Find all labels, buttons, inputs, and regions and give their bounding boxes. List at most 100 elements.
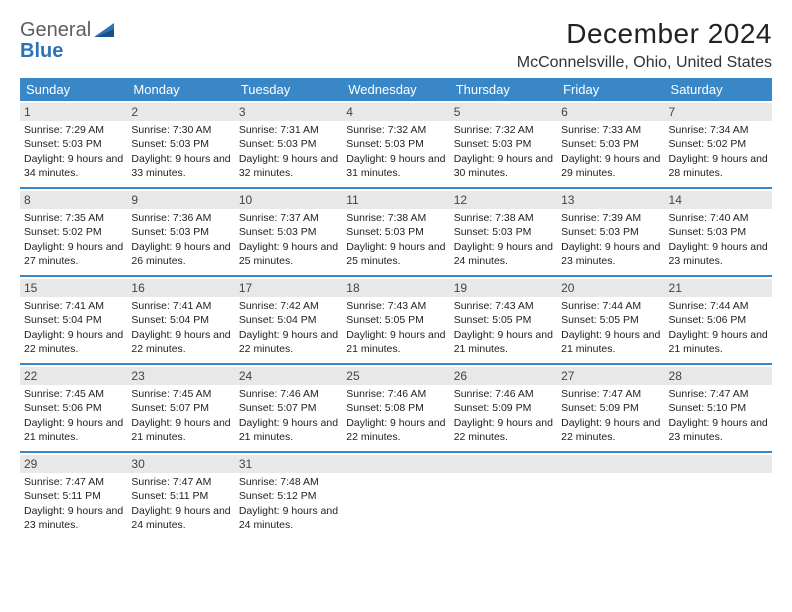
brand-text: General Blue bbox=[20, 18, 116, 62]
sunrise-text: Sunrise: 7:33 AM bbox=[561, 123, 660, 137]
sunrise-text: Sunrise: 7:32 AM bbox=[454, 123, 553, 137]
day-number: 24 bbox=[235, 367, 342, 385]
day-number: 31 bbox=[235, 455, 342, 473]
daylight-text: Daylight: 9 hours and 21 minutes. bbox=[669, 328, 768, 356]
day-number: 30 bbox=[127, 455, 234, 473]
day-number: 27 bbox=[557, 367, 664, 385]
day-cell: 9Sunrise: 7:36 AMSunset: 5:03 PMDaylight… bbox=[127, 189, 234, 275]
sunset-text: Sunset: 5:02 PM bbox=[24, 225, 123, 239]
sunrise-text: Sunrise: 7:38 AM bbox=[454, 211, 553, 225]
sunset-text: Sunset: 5:03 PM bbox=[131, 225, 230, 239]
daylight-text: Daylight: 9 hours and 31 minutes. bbox=[346, 152, 445, 180]
day-number: 26 bbox=[450, 367, 557, 385]
daylight-text: Daylight: 9 hours and 21 minutes. bbox=[239, 416, 338, 444]
location: McConnelsville, Ohio, United States bbox=[517, 54, 772, 72]
sunset-text: Sunset: 5:04 PM bbox=[24, 313, 123, 327]
sunrise-text: Sunrise: 7:42 AM bbox=[239, 299, 338, 313]
sunset-text: Sunset: 5:07 PM bbox=[131, 401, 230, 415]
week-row: 1Sunrise: 7:29 AMSunset: 5:03 PMDaylight… bbox=[20, 101, 772, 187]
day-cell: 12Sunrise: 7:38 AMSunset: 5:03 PMDayligh… bbox=[450, 189, 557, 275]
sunrise-text: Sunrise: 7:47 AM bbox=[131, 475, 230, 489]
day-number: 13 bbox=[557, 191, 664, 209]
sunrise-text: Sunrise: 7:35 AM bbox=[24, 211, 123, 225]
daylight-text: Daylight: 9 hours and 22 minutes. bbox=[561, 416, 660, 444]
dow-monday: Monday bbox=[127, 78, 234, 101]
day-cell: 21Sunrise: 7:44 AMSunset: 5:06 PMDayligh… bbox=[665, 277, 772, 363]
day-cell: . bbox=[342, 453, 449, 539]
daylight-text: Daylight: 9 hours and 21 minutes. bbox=[454, 328, 553, 356]
day-number: 28 bbox=[665, 367, 772, 385]
sunrise-text: Sunrise: 7:34 AM bbox=[669, 123, 768, 137]
daylight-text: Daylight: 9 hours and 23 minutes. bbox=[669, 416, 768, 444]
sunrise-text: Sunrise: 7:45 AM bbox=[131, 387, 230, 401]
sunset-text: Sunset: 5:05 PM bbox=[454, 313, 553, 327]
day-number: 6 bbox=[557, 103, 664, 121]
day-number: 7 bbox=[665, 103, 772, 121]
sunset-text: Sunset: 5:12 PM bbox=[239, 489, 338, 503]
day-cell: 26 Sunrise: 7:46 AMSunset: 5:09 PMDayligh… bbox=[450, 365, 557, 451]
sunset-text: Sunset: 5:03 PM bbox=[346, 225, 445, 239]
day-cell: 7Sunrise: 7:34 AMSunset: 5:02 PMDaylight… bbox=[665, 101, 772, 187]
daylight-text: Daylight: 9 hours and 23 minutes. bbox=[561, 240, 660, 268]
day-cell: 31Sunrise: 7:48 AMSunset: 5:12 PMDayligh… bbox=[235, 453, 342, 539]
day-cell: 24Sunrise: 7:46 AMSunset: 5:07 PMDayligh… bbox=[235, 365, 342, 451]
sunset-text: Sunset: 5:03 PM bbox=[131, 137, 230, 151]
daylight-text: Daylight: 9 hours and 33 minutes. bbox=[131, 152, 230, 180]
day-number: 25 bbox=[342, 367, 449, 385]
daylight-text: Daylight: 9 hours and 32 minutes. bbox=[239, 152, 338, 180]
daylight-text: Daylight: 9 hours and 27 minutes. bbox=[24, 240, 123, 268]
brand-word2: Blue bbox=[20, 40, 63, 62]
day-number: 1 bbox=[20, 103, 127, 121]
day-number: 29 bbox=[20, 455, 127, 473]
day-number: 22 bbox=[20, 367, 127, 385]
day-cell: 29Sunrise: 7:47 AMSunset: 5:11 PMDayligh… bbox=[20, 453, 127, 539]
sunrise-text: Sunrise: 7:30 AM bbox=[131, 123, 230, 137]
daylight-text: Daylight: 9 hours and 24 minutes. bbox=[454, 240, 553, 268]
sunset-text: Sunset: 5:03 PM bbox=[561, 225, 660, 239]
day-cell: 27Sunrise: 7:47 AMSunset: 5:09 PMDayligh… bbox=[557, 365, 664, 451]
calendar-grid: Sunday Monday Tuesday Wednesday Thursday… bbox=[20, 78, 772, 539]
sunrise-text: Sunrise: 7:32 AM bbox=[346, 123, 445, 137]
daylight-text: Daylight: 9 hours and 22 minutes. bbox=[346, 416, 445, 444]
sunset-text: Sunset: 5:03 PM bbox=[454, 225, 553, 239]
day-number: 19 bbox=[450, 279, 557, 297]
sail-icon bbox=[94, 20, 116, 38]
dow-friday: Friday bbox=[557, 78, 664, 101]
sunrise-text: Sunrise: 7:44 AM bbox=[561, 299, 660, 313]
daylight-text: Daylight: 9 hours and 24 minutes. bbox=[131, 504, 230, 532]
daylight-text: Daylight: 9 hours and 23 minutes. bbox=[669, 240, 768, 268]
day-cell: 10Sunrise: 7:37 AMSunset: 5:03 PMDayligh… bbox=[235, 189, 342, 275]
sunrise-text: Sunrise: 7:38 AM bbox=[346, 211, 445, 225]
daylight-text: Daylight: 9 hours and 22 minutes. bbox=[239, 328, 338, 356]
day-number: 11 bbox=[342, 191, 449, 209]
sunset-text: Sunset: 5:09 PM bbox=[454, 401, 553, 415]
sunrise-text: Sunrise: 7:41 AM bbox=[24, 299, 123, 313]
sunset-text: Sunset: 5:03 PM bbox=[239, 225, 338, 239]
sunset-text: Sunset: 5:06 PM bbox=[669, 313, 768, 327]
day-number: 8 bbox=[20, 191, 127, 209]
daylight-text: Daylight: 9 hours and 21 minutes. bbox=[131, 416, 230, 444]
day-cell: 17Sunrise: 7:42 AMSunset: 5:04 PMDayligh… bbox=[235, 277, 342, 363]
sunrise-text: Sunrise: 7:47 AM bbox=[669, 387, 768, 401]
sunrise-text: Sunrise: 7:45 AM bbox=[24, 387, 123, 401]
daylight-text: Daylight: 9 hours and 25 minutes. bbox=[239, 240, 338, 268]
day-cell: 1Sunrise: 7:29 AMSunset: 5:03 PMDaylight… bbox=[20, 101, 127, 187]
sunrise-text: Sunrise: 7:48 AM bbox=[239, 475, 338, 489]
sunrise-text: Sunrise: 7:46 AM bbox=[454, 387, 553, 401]
daylight-text: Daylight: 9 hours and 22 minutes. bbox=[454, 416, 553, 444]
daylight-text: Daylight: 9 hours and 30 minutes. bbox=[454, 152, 553, 180]
day-number: 17 bbox=[235, 279, 342, 297]
day-cell: 19Sunrise: 7:43 AMSunset: 5:05 PMDayligh… bbox=[450, 277, 557, 363]
sunrise-text: Sunrise: 7:39 AM bbox=[561, 211, 660, 225]
day-number: . bbox=[557, 455, 664, 473]
brand-word1: General bbox=[20, 19, 91, 41]
sunrise-text: Sunrise: 7:44 AM bbox=[669, 299, 768, 313]
sunrise-text: Sunrise: 7:41 AM bbox=[131, 299, 230, 313]
sunset-text: Sunset: 5:03 PM bbox=[239, 137, 338, 151]
day-cell: 5Sunrise: 7:32 AMSunset: 5:03 PMDaylight… bbox=[450, 101, 557, 187]
daylight-text: Daylight: 9 hours and 22 minutes. bbox=[24, 328, 123, 356]
sunset-text: Sunset: 5:10 PM bbox=[669, 401, 768, 415]
day-number: 3 bbox=[235, 103, 342, 121]
day-cell: 2Sunrise: 7:30 AMSunset: 5:03 PMDaylight… bbox=[127, 101, 234, 187]
weeks-container: 1Sunrise: 7:29 AMSunset: 5:03 PMDaylight… bbox=[20, 101, 772, 539]
